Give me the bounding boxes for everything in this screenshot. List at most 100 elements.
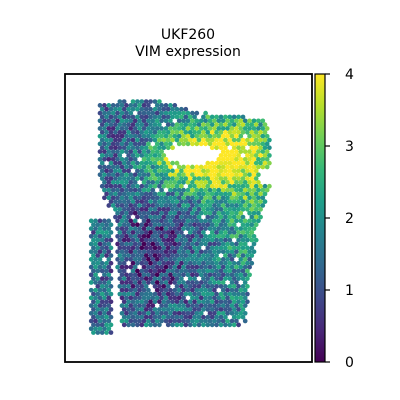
- expression-spot: [150, 280, 156, 285]
- expression-spot: [207, 303, 213, 308]
- expression-spot: [214, 299, 219, 305]
- expression-spot: [247, 126, 252, 131]
- expression-spot: [168, 249, 173, 255]
- expression-spot: [218, 145, 224, 151]
- expression-spot: [198, 280, 204, 285]
- expression-spot: [130, 207, 136, 212]
- expression-spot: [223, 299, 228, 305]
- expression-spot: [205, 160, 211, 166]
- expression-spot: [238, 210, 244, 216]
- expression-spot: [225, 318, 230, 324]
- expression-spot: [231, 199, 237, 204]
- expression-spot: [212, 318, 217, 324]
- expression-spot: [141, 272, 147, 278]
- expression-spot: [102, 295, 107, 301]
- expression-spot: [126, 153, 131, 158]
- expression-spot: [132, 187, 138, 193]
- expression-spot: [121, 207, 127, 212]
- expression-spot: [179, 276, 184, 281]
- expression-spot: [150, 303, 156, 308]
- expression-spot: [150, 195, 156, 201]
- expression-spot: [170, 268, 175, 274]
- expression-spot: [130, 314, 136, 320]
- expression-spot: [99, 130, 105, 135]
- expression-spot: [161, 276, 167, 281]
- expression-spot: [214, 122, 219, 127]
- expression-spot: [150, 210, 156, 216]
- expression-spot: [141, 110, 147, 116]
- expression-spot: [183, 176, 189, 181]
- expression-spot: [179, 214, 184, 220]
- expression-spot: [267, 183, 272, 189]
- expression-spot: [231, 268, 237, 274]
- expression-spot: [205, 291, 211, 297]
- expression-spot: [212, 210, 217, 216]
- expression-spot: [194, 318, 200, 324]
- expression-spot: [141, 133, 147, 139]
- expression-spot: [172, 257, 178, 262]
- expression-spot: [161, 176, 167, 181]
- expression-spot: [141, 249, 147, 255]
- expression-spot: [198, 264, 204, 270]
- expression-spot: [159, 149, 164, 154]
- expression-spot: [157, 230, 162, 235]
- expression-spot: [108, 183, 114, 189]
- expression-spot: [258, 130, 263, 135]
- expression-spot: [126, 137, 131, 143]
- expression-spot: [192, 245, 197, 251]
- expression-spot: [126, 176, 131, 181]
- expression-spot: [119, 241, 125, 247]
- expression-spot: [207, 264, 213, 270]
- expression-spot: [143, 183, 149, 189]
- expression-spot: [119, 264, 125, 270]
- expression-spot: [253, 130, 259, 135]
- expression-spot: [181, 203, 186, 208]
- expression-spot: [234, 133, 239, 139]
- expression-spot: [150, 172, 156, 178]
- expression-spot: [132, 118, 138, 124]
- expression-spot: [148, 291, 153, 297]
- expression-spot: [121, 230, 127, 235]
- expression-spot: [168, 118, 173, 124]
- expression-spot: [148, 214, 153, 220]
- expression-spot: [194, 249, 200, 255]
- expression-spot: [159, 133, 164, 139]
- expression-spot: [141, 257, 147, 262]
- expression-spot: [240, 253, 246, 258]
- expression-spot: [95, 230, 101, 235]
- expression-spot: [146, 126, 151, 131]
- expression-spot: [95, 245, 101, 251]
- expression-spot: [227, 183, 233, 189]
- expression-spot: [121, 314, 127, 320]
- expression-spot: [168, 295, 173, 301]
- expression-spot: [192, 237, 197, 243]
- expression-spot: [148, 122, 153, 127]
- expression-spot: [161, 114, 167, 120]
- expression-spot: [214, 322, 219, 328]
- expression-spot: [159, 218, 164, 224]
- colorbar-gradient: [314, 73, 326, 363]
- expression-spot: [187, 122, 193, 127]
- expression-spot: [251, 241, 257, 247]
- expression-spot: [247, 180, 252, 185]
- expression-spot: [137, 287, 142, 293]
- expression-spot: [247, 118, 252, 124]
- expression-spot: [203, 203, 208, 208]
- expression-spot: [157, 106, 162, 112]
- expression-spot: [157, 199, 162, 204]
- expression-spot: [121, 99, 127, 104]
- expression-spot: [104, 284, 109, 289]
- expression-spot: [214, 245, 219, 251]
- expression-spot: [205, 253, 211, 258]
- expression-spot: [216, 141, 222, 147]
- expression-spot: [196, 260, 202, 266]
- expression-spot: [128, 187, 134, 193]
- expression-spot: [139, 237, 145, 243]
- expression-spot: [106, 318, 112, 324]
- expression-spot: [181, 210, 186, 216]
- expression-spot: [110, 172, 116, 178]
- expression-spot: [225, 272, 230, 278]
- expression-spot: [225, 149, 230, 154]
- expression-spot: [209, 168, 215, 174]
- expression-spot: [124, 149, 129, 154]
